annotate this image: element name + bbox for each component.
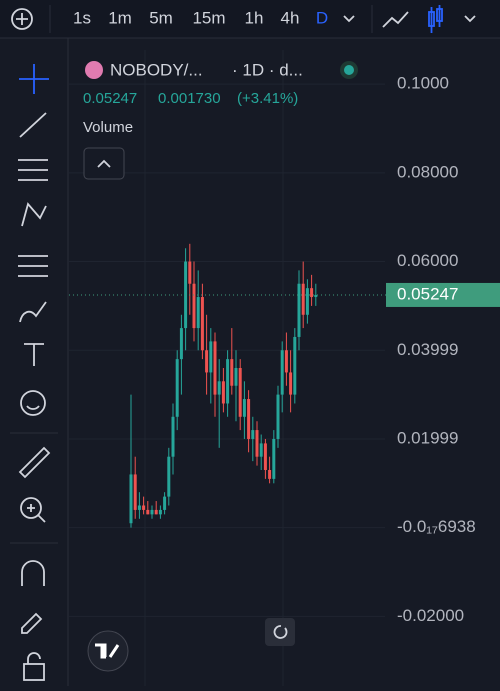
candle-body — [305, 288, 309, 315]
y-tick-label: 0.06000 — [397, 251, 458, 270]
candle-body — [268, 470, 272, 479]
candle-body — [192, 283, 196, 329]
candle-body — [289, 372, 293, 395]
y-tick-label: 0.08000 — [397, 162, 458, 181]
candle-body — [221, 381, 225, 404]
candle-body — [150, 509, 154, 515]
ruler-tool[interactable] — [18, 446, 51, 479]
candle-body — [314, 294, 318, 298]
candles-button[interactable] — [428, 5, 443, 33]
interval-button[interactable]: 1s — [73, 8, 91, 27]
text-tool[interactable] — [24, 343, 44, 366]
candle-body — [188, 261, 192, 284]
candle-body — [200, 297, 204, 351]
projection-tool[interactable] — [18, 255, 48, 277]
candle-body — [242, 399, 246, 417]
pattern-tool[interactable] — [21, 202, 47, 227]
candle-body — [133, 474, 137, 510]
candle-body — [280, 350, 284, 395]
y-tick-label: 0.01999 — [397, 428, 458, 447]
crosshair-tool[interactable] — [19, 64, 49, 94]
candle-body — [234, 368, 238, 386]
candle-body — [255, 430, 259, 457]
add-button[interactable] — [11, 8, 33, 30]
candle-body — [167, 456, 171, 497]
magnet-tool[interactable] — [21, 560, 45, 586]
lock-draw-tool[interactable] — [21, 612, 43, 634]
status-dot — [344, 65, 354, 75]
lock-tool[interactable] — [23, 652, 45, 681]
candle-body — [310, 288, 314, 298]
candle-body — [230, 359, 234, 386]
interval: · 1D · d... — [232, 60, 303, 79]
symbol-icon — [85, 61, 103, 79]
top-bar — [0, 0, 500, 38]
interval-button[interactable]: 1h — [245, 8, 264, 27]
y-tick-label: -0.0₁₇6938 — [397, 517, 476, 536]
candle-body — [293, 336, 297, 395]
y-tick-label: 0.1000 — [397, 74, 449, 93]
candle-body — [251, 430, 255, 439]
candle-body — [163, 496, 167, 510]
dropdown[interactable] — [464, 15, 476, 23]
candle-body — [158, 509, 162, 515]
candle-body — [205, 350, 209, 373]
y-tick-label: -0.02000 — [397, 606, 464, 625]
candle-body — [301, 283, 305, 315]
candle-body — [171, 416, 175, 457]
candle-body — [276, 394, 280, 439]
candle-body — [137, 505, 141, 510]
candle-body — [175, 359, 179, 417]
candle-body — [154, 509, 158, 515]
candle-body — [259, 443, 263, 457]
interval-button[interactable]: 5m — [149, 8, 173, 27]
dropdown[interactable] — [343, 15, 355, 23]
fib-tool[interactable] — [18, 159, 48, 181]
indicator: Volume — [83, 119, 133, 136]
candle-body — [226, 359, 230, 404]
interval-button[interactable]: 15m — [192, 8, 225, 27]
candle-body — [146, 509, 150, 515]
candle-body — [284, 350, 288, 373]
candle-body — [217, 381, 221, 395]
interval-button[interactable]: D — [316, 8, 328, 27]
candle-body — [213, 341, 217, 395]
candle-body — [179, 328, 183, 360]
candle-body — [263, 443, 267, 471]
change: 0.001730 — [158, 90, 221, 107]
candle-body — [297, 283, 301, 337]
last-price-label: 0.05247 — [397, 284, 458, 303]
last-price-box — [386, 282, 500, 307]
zoom-tool[interactable] — [20, 497, 46, 523]
collapse-button[interactable] — [83, 147, 125, 180]
trendline-tool[interactable] — [19, 112, 47, 138]
candle-body — [209, 341, 213, 373]
brush-tool[interactable] — [19, 301, 47, 323]
candle-body — [247, 399, 251, 439]
interval-button[interactable]: 4h — [281, 8, 300, 27]
candle-body — [142, 505, 146, 510]
candle-body — [272, 438, 276, 479]
change-percent: (+3.41%) — [237, 90, 298, 107]
candle-body — [196, 297, 200, 329]
candle-body — [129, 474, 133, 524]
logo[interactable] — [87, 630, 129, 672]
emoji-tool[interactable] — [20, 390, 46, 416]
reset-button[interactable] — [265, 618, 295, 646]
symbol[interactable]: NOBODY/... — [110, 60, 203, 79]
price: 0.05247 — [83, 90, 137, 107]
line-chart-button[interactable] — [382, 11, 409, 28]
y-tick-label: 0.03999 — [397, 340, 458, 359]
candle-body — [238, 368, 242, 417]
interval-button[interactable]: 1m — [108, 8, 132, 27]
